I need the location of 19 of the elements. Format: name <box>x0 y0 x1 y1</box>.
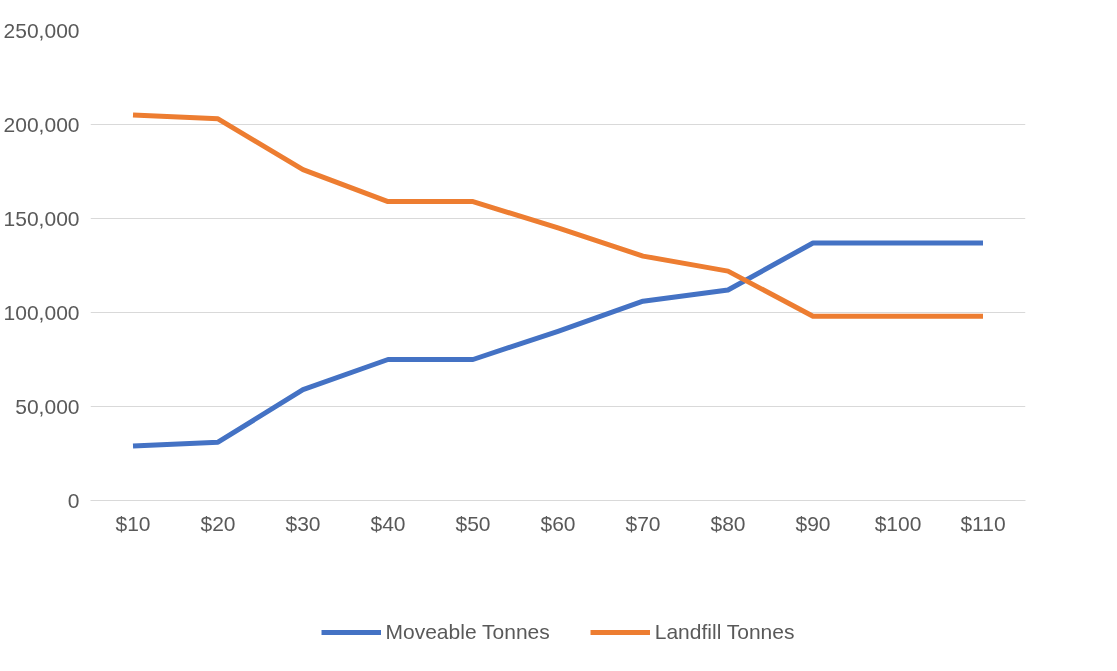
x-tick-label: $10 <box>115 511 151 535</box>
x-tick-label: $90 <box>795 511 831 535</box>
y-tick-label: 50,000 <box>15 394 80 418</box>
x-tick-label: $100 <box>874 511 922 535</box>
y-tick-label: 150,000 <box>3 206 80 230</box>
y-tick-label: 0 <box>67 488 80 512</box>
y-tick-label: 100,000 <box>3 300 80 324</box>
x-tick-label: $80 <box>710 511 746 535</box>
y-tick-label: 200,000 <box>3 112 80 136</box>
x-tick-label: $70 <box>625 511 661 535</box>
x-tick-label: $50 <box>455 511 491 535</box>
x-tick-label: $30 <box>285 511 321 535</box>
x-tick-label: $110 <box>960 511 1006 535</box>
x-tick-label: $20 <box>200 511 236 535</box>
x-tick-label: $60 <box>540 511 576 535</box>
legend-label: Landfill Tonnes <box>654 619 795 644</box>
legend-label: Moveable Tonnes <box>385 619 550 644</box>
y-tick-label: 250,000 <box>3 18 80 42</box>
x-tick-label: $40 <box>370 511 406 535</box>
